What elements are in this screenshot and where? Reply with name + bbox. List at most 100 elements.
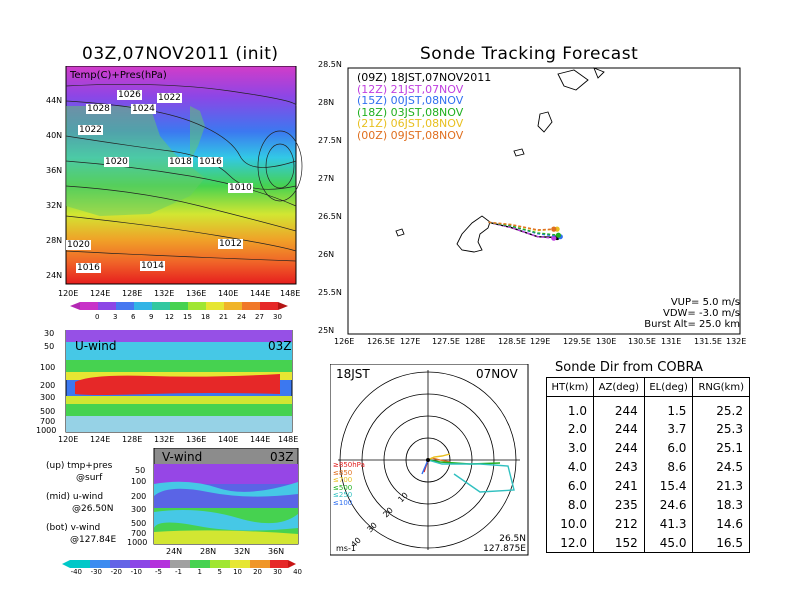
u-wind-time: 03Z	[268, 339, 292, 353]
v-tick: 30	[273, 568, 282, 576]
table-cell: 212	[592, 514, 645, 534]
table-cell: 24.5	[692, 457, 750, 477]
lat-tick: 26.5N	[318, 212, 342, 221]
lon-tick: 131.5E	[694, 337, 722, 346]
param-vdw: VDW= -3.0 m/s	[663, 308, 740, 319]
table-cell: 21.3	[692, 476, 750, 496]
u-wind-label: U-wind	[75, 339, 117, 353]
table-cell: 8.0	[567, 497, 587, 512]
lat-label: 24N	[46, 271, 62, 280]
level-label: ≤500	[333, 483, 353, 492]
v-level: 300	[131, 505, 147, 514]
isobar-label: 1026	[117, 90, 142, 100]
track-legend: (09Z) 18JST,07NOV2011 (12Z) 21JST,07NOV …	[357, 72, 491, 141]
isobar-label: 1014	[140, 261, 165, 271]
u-lon: 136E	[186, 435, 206, 444]
map-overlay-label: Temp(C)+Pres(hPa)	[70, 70, 167, 81]
colorbar-tick: 18	[201, 313, 210, 320]
u-lon: 144E	[250, 435, 270, 444]
v-tick: 20	[253, 568, 262, 576]
u-level: 500	[40, 407, 55, 416]
u-lon: 132E	[154, 435, 174, 444]
u-lon: 124E	[90, 435, 110, 444]
legend-bot-2: @127.84E	[70, 535, 117, 545]
table-cell: 18.3	[692, 495, 750, 515]
lon-label: 144E	[250, 289, 270, 298]
track-lon-axis: 126E 126.5E 127E 127.5E 128E 128.5E 129E…	[334, 337, 764, 349]
lon-label: 148E	[280, 289, 300, 298]
v-lat: 36N	[268, 547, 284, 556]
lon-tick: 126.5E	[367, 337, 395, 346]
lat-tick: 28.5N	[318, 60, 342, 69]
legend-bot: (bot) v-wind	[46, 523, 101, 533]
table-cell: 25.2	[692, 396, 750, 421]
table-row: 4.0 243 8.6 24.5	[547, 457, 750, 477]
lon-tick: 130E	[596, 337, 617, 346]
level-label: ≤100	[333, 498, 353, 507]
polar-hodograph	[330, 364, 529, 556]
legend-row-5: (00Z) 09JST,08NOV	[357, 128, 464, 142]
u-lon: 148E	[278, 435, 298, 444]
u-level: 30	[44, 330, 54, 338]
level-label: ≤250	[333, 491, 353, 499]
isobar-label: 1016	[198, 157, 223, 167]
isobar-label: 1024	[131, 104, 156, 114]
col-header: EL(deg)	[643, 377, 693, 397]
table-cell: 8.6	[643, 457, 693, 477]
table-cell: 235	[592, 495, 645, 515]
track-end-point	[555, 232, 561, 238]
lon-tick: 127.5E	[432, 337, 460, 346]
level-label: ≤700	[333, 476, 353, 484]
table-cell: 1.0	[567, 403, 587, 418]
lon-tick: 128.5E	[498, 337, 526, 346]
isobar-label: 1020	[104, 157, 129, 167]
legend-row-0: (09Z) 18JST,07NOV2011	[357, 71, 492, 84]
track-line	[488, 221, 559, 236]
polar-lon: 127.875E	[483, 544, 526, 554]
table-row: 2.0 244 3.7 25.3	[547, 420, 750, 439]
v-level: 100	[131, 477, 147, 486]
isobar-label: 1022	[78, 125, 103, 135]
v-tick: -30	[90, 568, 102, 576]
polar-lat: 26.5N	[499, 534, 526, 544]
table-row: 3.0 244 6.0 25.1	[547, 438, 750, 458]
track-end-point	[551, 226, 557, 232]
lon-tick: 128E	[465, 337, 486, 346]
lat-tick: 25.5N	[318, 288, 342, 297]
v-tick: -20	[110, 568, 122, 576]
v-tick: 1	[197, 568, 202, 576]
lon-tick: 129E	[530, 337, 551, 346]
table-cell: 24.6	[643, 495, 693, 515]
lon-tick: 126E	[334, 337, 355, 346]
v-wind-label: V-wind	[162, 450, 203, 464]
table-cell: 4.0	[567, 460, 587, 475]
sonde-direction-table: HT(km) AZ(deg) EL(deg) RNG(km) 1.0 244 1.5…	[546, 377, 750, 553]
colorbar-tick: 21	[219, 313, 228, 320]
table-cell: 241	[592, 476, 645, 496]
lon-label: 132E	[154, 289, 174, 298]
colorbar-tick: 3	[113, 313, 117, 320]
param-burst: Burst Alt= 25.0 km	[644, 319, 740, 330]
lon-label: 120E	[58, 289, 78, 298]
legend-row-3: (18Z) 03JST,08NOV	[357, 105, 464, 119]
legend-up: (up) tmp+pres	[46, 461, 113, 471]
v-wind-time: 03Z	[270, 450, 294, 464]
v-level: 200	[131, 492, 147, 501]
lat-tick: 27.5N	[318, 136, 342, 145]
lat-label: 28N	[46, 236, 62, 245]
table-cell: 2.0	[567, 422, 587, 437]
table-cell: 10.0	[560, 516, 587, 531]
v-lat: 32N	[234, 547, 250, 556]
table-cell: 45.0	[643, 533, 693, 553]
isobar-label: 1028	[86, 104, 111, 114]
v-tick: 10	[233, 568, 242, 576]
v-tick: -10	[130, 568, 142, 576]
lat-tick: 27N	[318, 174, 335, 183]
colorbar-tick: 12	[165, 313, 174, 320]
lon-tick: 132E	[726, 337, 747, 346]
u-level: 700	[40, 417, 55, 426]
u-lon: 140E	[218, 435, 238, 444]
lon-label: 124E	[90, 289, 110, 298]
colorbar-tick: 15	[183, 313, 192, 320]
table-row: 6.0 241 15.4 21.3	[547, 476, 750, 496]
